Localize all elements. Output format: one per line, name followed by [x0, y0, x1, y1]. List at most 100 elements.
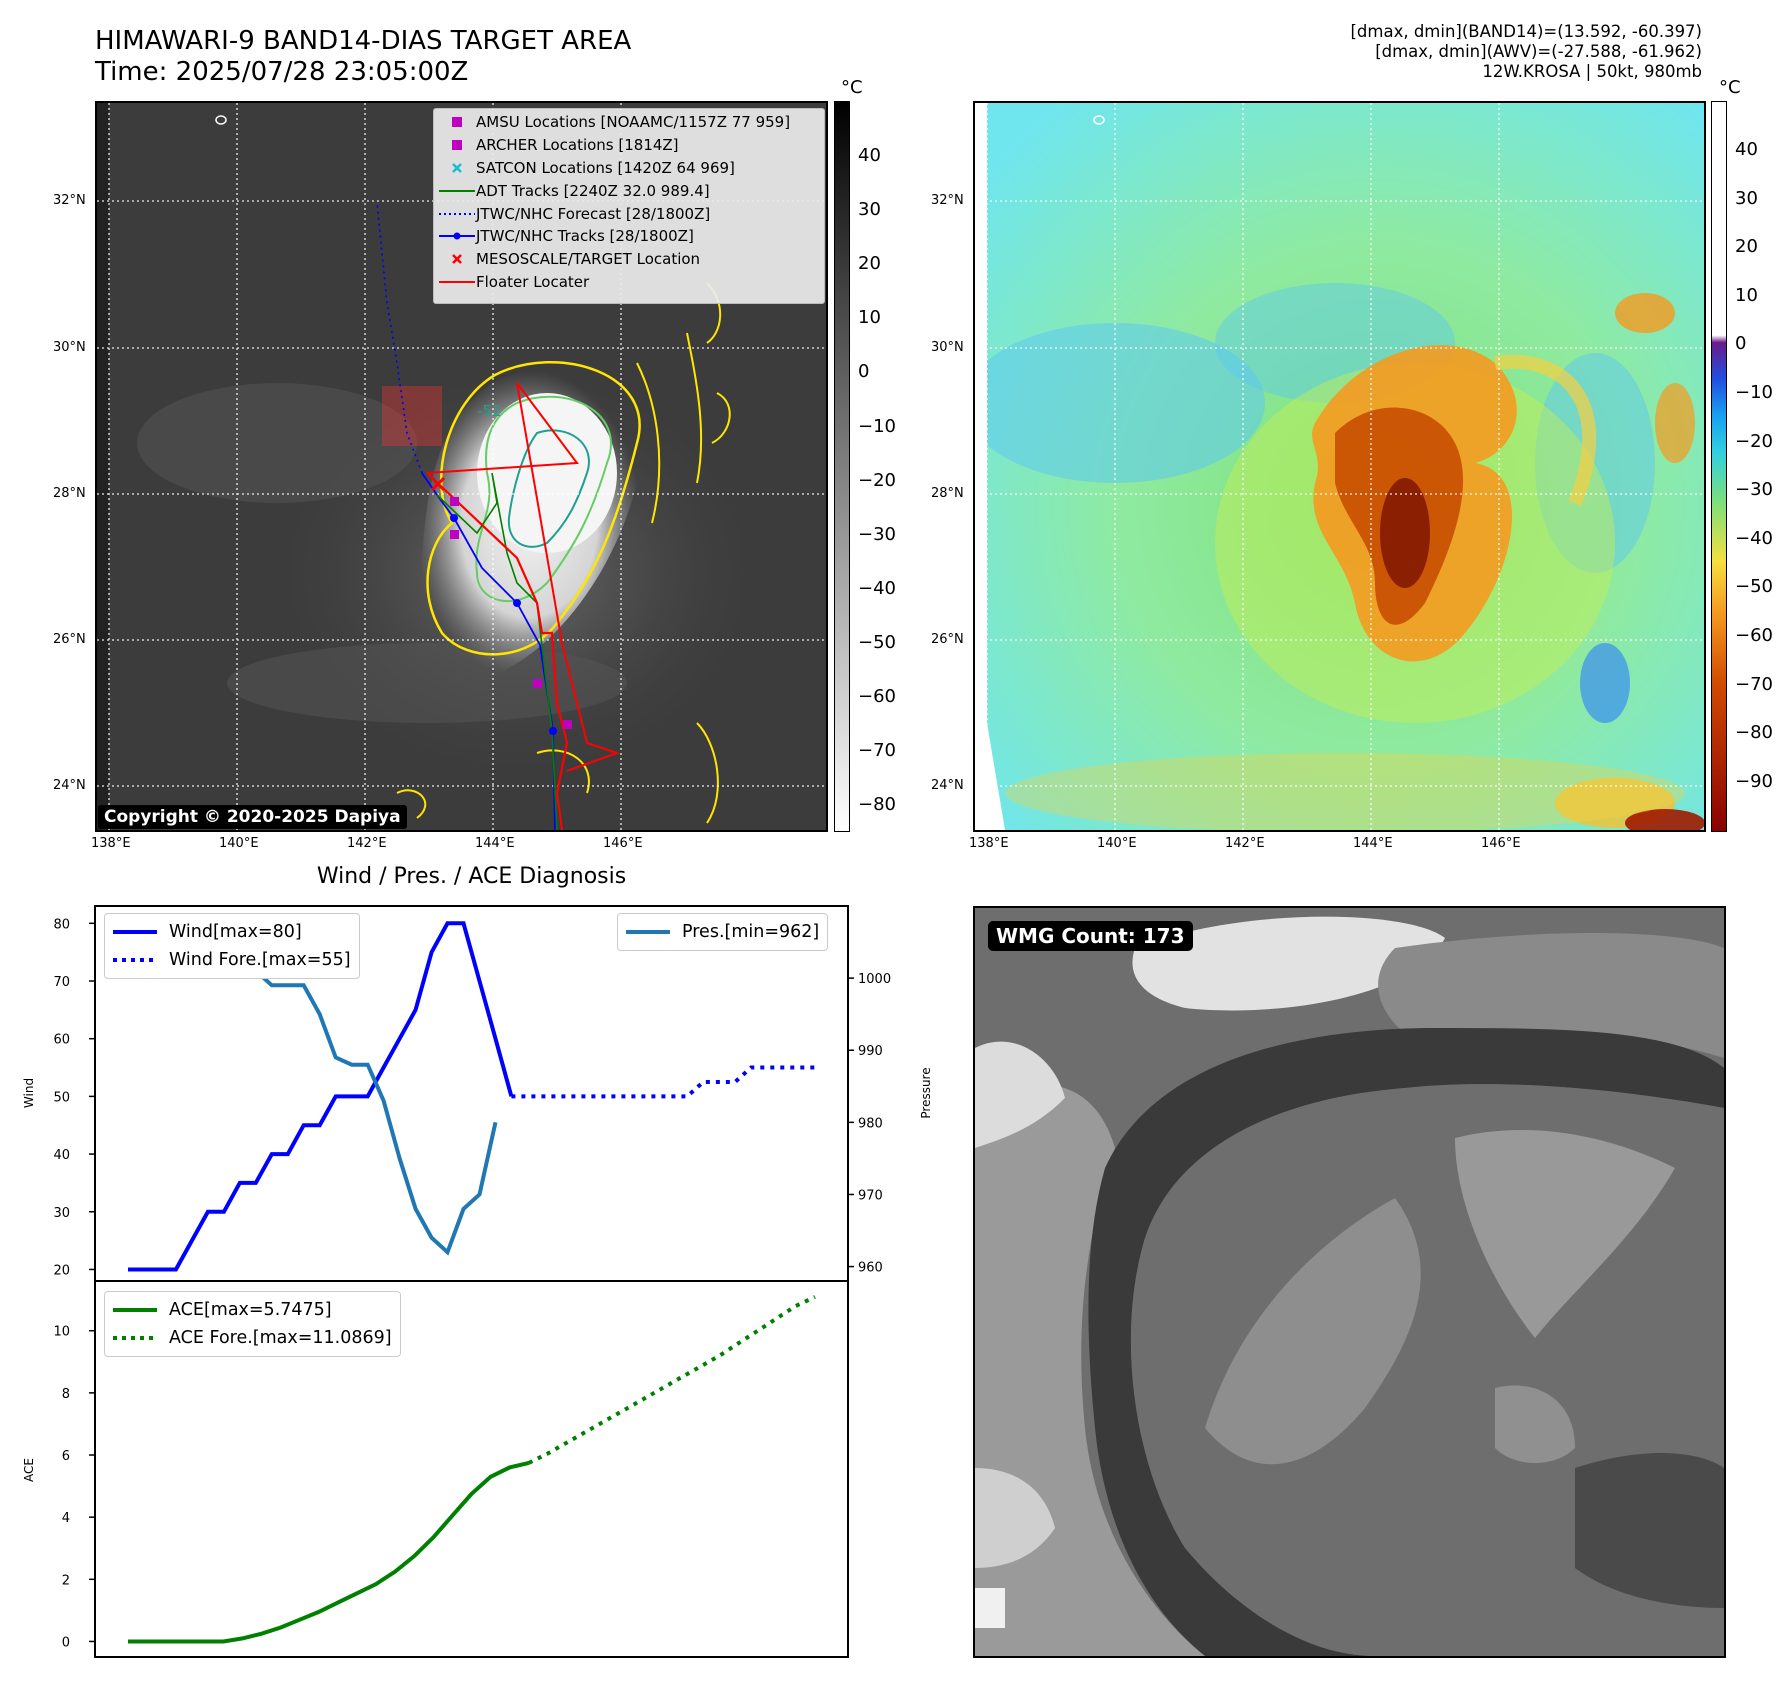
pressure-legend-swatch — [626, 930, 670, 934]
awv-colorbar-tick: 40 — [1735, 139, 1758, 160]
map-legend-symbol — [438, 116, 476, 128]
map-legend-symbol — [438, 253, 476, 265]
wind-legend: Wind[max=80] Wind Fore.[max=55] — [104, 913, 360, 979]
band14-colorbar-tick: 20 — [858, 253, 881, 275]
wmg-panel: WMG Count: 173 — [973, 906, 1726, 1658]
band14-colorbar-tick: 30 — [858, 199, 881, 221]
map-legend-symbol — [438, 279, 476, 285]
pressure-tick-label: 980 — [858, 1116, 883, 1131]
band14-lon-tick: 142°E — [347, 836, 387, 851]
band14-lon-tick: 138°E — [91, 836, 131, 851]
pressure-tick-label: 970 — [858, 1188, 883, 1203]
awv-colorbar-tick: −40 — [1735, 527, 1773, 549]
map-legend-label: Floater Locater — [476, 272, 590, 291]
awv-colorbar-tick: 20 — [1735, 236, 1758, 258]
map-legend-item: SATCON Locations [1420Z 64 969] — [438, 157, 820, 180]
diagnosis-title: Wind / Pres. / ACE Diagnosis — [316, 864, 627, 889]
wind-legend-label: Wind[max=80] — [169, 922, 302, 942]
pressure-tick-label: 960 — [858, 1261, 883, 1276]
pressure-ylabel: Pressure — [919, 1067, 930, 1118]
band14-colorbar-tick: −20 — [858, 469, 896, 491]
awv-colorbar-tick: −50 — [1735, 576, 1773, 598]
ace-legend-label: ACE[max=5.7475] — [169, 1300, 332, 1320]
awv-colorbar-tick: −80 — [1735, 722, 1773, 744]
ace-fore-legend-swatch — [113, 1336, 157, 1340]
awv-colorbar-tick: 10 — [1735, 284, 1758, 306]
map-legend-item: AMSU Locations [NOAAMC/1157Z 77 959] — [438, 111, 820, 134]
band14-colorbar-tick: −30 — [858, 523, 896, 545]
ace-tick-label: 10 — [53, 1325, 70, 1340]
awv-lon-tick: 142°E — [1225, 836, 1265, 851]
wind-tick-label: 30 — [53, 1206, 70, 1221]
awv-colorbar-tick: −30 — [1735, 479, 1773, 501]
band14-colorbar-tick: 10 — [858, 307, 881, 329]
map-legend-label: ADT Tracks [2240Z 32.0 989.4] — [476, 181, 710, 200]
band14-colorbar-tick: 40 — [858, 145, 881, 166]
band14-lat-tick: 32°N — [53, 193, 86, 208]
awv-lon-tick: 140°E — [1097, 836, 1137, 851]
ace-legend: ACE[max=5.7475] ACE Fore.[max=11.0869] — [104, 1291, 401, 1357]
map-legend-symbol — [438, 162, 476, 174]
band14-lat-tick: 28°N — [53, 486, 86, 501]
ace-legend-swatch — [113, 1308, 157, 1312]
contour-label: -52 — [477, 402, 502, 420]
title-line-1: HIMAWARI-9 BAND14-DIAS TARGET AREA — [95, 26, 632, 56]
awv-colorbar — [1711, 101, 1727, 832]
map-legend-item: MESOSCALE/TARGET Location — [438, 248, 820, 271]
band14-lon-tick: 144°E — [475, 836, 515, 851]
ace-tick-label: 2 — [62, 1573, 70, 1588]
wind-tick-label: 20 — [53, 1263, 70, 1278]
band14-lat-tick: 26°N — [53, 632, 86, 647]
awv-colorbar-tick: −90 — [1735, 770, 1773, 792]
awv-imagery — [975, 103, 1704, 830]
wmg-count-badge: WMG Count: 173 — [988, 921, 1193, 951]
band14-colorbar-tick: −70 — [858, 740, 896, 762]
ace-series-line — [128, 1460, 530, 1644]
band14-colorbar-tick: −80 — [858, 794, 896, 816]
wind-fore-legend-label: Wind Fore.[max=55] — [169, 950, 351, 970]
band14-lat-tick: 30°N — [53, 340, 86, 355]
wind-tick-label: 40 — [53, 1148, 70, 1163]
map-legend-label: AMSU Locations [NOAAMC/1157Z 77 959] — [476, 113, 791, 132]
ace-ylabel: ACE — [22, 1458, 36, 1482]
band14-lon-tick: 146°E — [603, 836, 643, 851]
ace-tick-label: 0 — [62, 1635, 70, 1650]
info-line-1: [dmax, dmin](BAND14)=(13.592, -60.397) — [1350, 22, 1702, 41]
pressure-tick-label: 1000 — [858, 972, 891, 987]
awv-colorbar-tick: 30 — [1735, 187, 1758, 209]
awv-lat-tick: 28°N — [931, 486, 964, 501]
awv-colorbar-tick: −60 — [1735, 625, 1773, 646]
wind-tick-label: 60 — [53, 1033, 70, 1048]
band14-colorbar-tick: −60 — [858, 686, 896, 707]
map-legend-symbol — [438, 139, 476, 151]
awv-map — [973, 101, 1706, 832]
pressure-legend: Pres.[min=962] — [617, 913, 829, 951]
band14-map: -52 AMSU Locations [NOAAMC/1157Z 77 959]… — [95, 101, 828, 832]
map-legend-item: ADT Tracks [2240Z 32.0 989.4] — [438, 179, 820, 202]
map-legend-symbol — [438, 188, 476, 194]
awv-lat-tick: 32°N — [931, 193, 964, 208]
band14-colorbar-unit: °C — [841, 77, 863, 98]
map-legend-symbol — [438, 232, 476, 240]
storm-info: [dmax, dmin](BAND14)=(13.592, -60.397) [… — [1350, 22, 1702, 82]
awv-lat-tick: 30°N — [931, 340, 964, 355]
map-legend-label: SATCON Locations [1420Z 64 969] — [476, 158, 735, 177]
awv-colorbar-unit: °C — [1719, 77, 1741, 98]
wind-ylabel: Wind — [22, 1078, 36, 1108]
track-points — [450, 514, 557, 735]
map-legend: AMSU Locations [NOAAMC/1157Z 77 959] ARCH… — [433, 108, 825, 304]
band14-colorbar-tick: −40 — [858, 577, 896, 599]
pressure-tick-label: 990 — [858, 1044, 883, 1059]
band14-lon-tick: 140°E — [219, 836, 259, 851]
awv-lat-tick: 24°N — [931, 778, 964, 793]
band14-colorbar-tick: −10 — [858, 415, 896, 437]
awv-colorbar-tick: 0 — [1735, 333, 1747, 355]
map-legend-item: JTWC/NHC Tracks [28/1800Z] — [438, 225, 820, 248]
map-legend-label: ARCHER Locations [1814Z] — [476, 136, 679, 155]
wind-forecast-line — [511, 1065, 815, 1099]
wind-series-line — [128, 921, 514, 1272]
title-line-2: Time: 2025/07/28 23:05:00Z — [95, 57, 469, 87]
ace-tick-label: 8 — [62, 1387, 70, 1402]
wind-tick-label: 80 — [53, 917, 70, 932]
